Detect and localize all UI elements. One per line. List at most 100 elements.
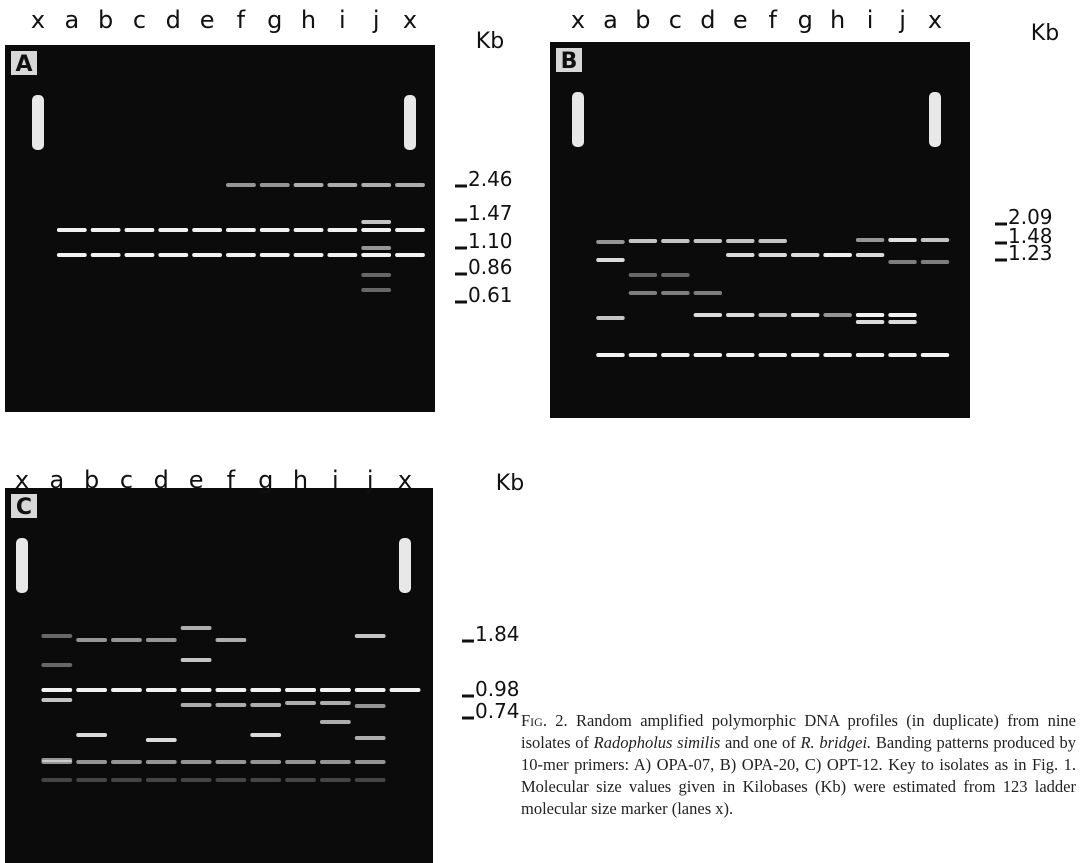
dna-band bbox=[285, 778, 316, 782]
lane-label: h bbox=[293, 466, 308, 494]
lane-label: e bbox=[200, 6, 215, 34]
dna-band bbox=[145, 778, 177, 782]
dna-band bbox=[596, 258, 625, 262]
dna-band bbox=[41, 688, 73, 692]
unit-label: Kb bbox=[476, 29, 504, 54]
dna-band bbox=[354, 778, 386, 782]
panel-letter-box bbox=[556, 48, 582, 72]
dna-band bbox=[693, 291, 723, 295]
panel-letter: B bbox=[561, 49, 578, 74]
lane-label: i bbox=[867, 6, 874, 34]
dna-band bbox=[319, 720, 351, 724]
dna-band bbox=[596, 240, 625, 244]
dna-band bbox=[823, 313, 852, 317]
dna-band bbox=[124, 228, 155, 232]
dna-band bbox=[327, 183, 358, 187]
dna-band bbox=[250, 760, 282, 764]
dna-band bbox=[145, 738, 177, 742]
dna-band bbox=[124, 253, 155, 257]
dna-band bbox=[180, 688, 212, 692]
dna-band bbox=[596, 316, 625, 320]
size-label: 0.61 bbox=[468, 283, 513, 307]
dna-band bbox=[259, 183, 290, 187]
dna-band bbox=[145, 638, 177, 642]
dna-band bbox=[215, 778, 247, 782]
dna-band bbox=[319, 701, 351, 705]
caption: Fig. 2. Random amplified polymorphic DNA… bbox=[521, 710, 1076, 820]
dna-band bbox=[628, 291, 658, 295]
size-label: 2.09 bbox=[1008, 205, 1053, 229]
dna-band bbox=[361, 183, 392, 187]
ladder-band bbox=[399, 538, 411, 593]
dna-band bbox=[726, 353, 755, 357]
dna-band bbox=[76, 733, 108, 737]
size-label: 0.98 bbox=[475, 677, 520, 701]
lane-label: b bbox=[635, 6, 650, 34]
lane-label: c bbox=[669, 6, 682, 34]
lane-label: d bbox=[154, 466, 169, 494]
dna-band bbox=[180, 703, 212, 707]
dna-band bbox=[180, 760, 212, 764]
dna-band bbox=[293, 253, 324, 257]
ladder-band bbox=[404, 95, 416, 150]
dna-band bbox=[693, 239, 723, 243]
species: R. bridgei. bbox=[800, 733, 872, 752]
dna-band bbox=[327, 228, 358, 232]
ladder-band bbox=[16, 538, 28, 593]
panel-letter: A bbox=[15, 52, 32, 77]
dna-band bbox=[145, 760, 177, 764]
lane-label: j bbox=[898, 6, 906, 34]
dna-band bbox=[41, 698, 73, 702]
lane-label: f bbox=[237, 6, 246, 34]
dna-band bbox=[758, 239, 787, 243]
dna-band bbox=[361, 273, 392, 277]
lane-label: e bbox=[189, 466, 204, 494]
dna-band bbox=[726, 313, 755, 317]
dna-band bbox=[158, 228, 189, 232]
lane-label: x bbox=[928, 6, 942, 34]
lane-label: b bbox=[84, 466, 99, 494]
dna-band bbox=[628, 273, 658, 277]
dna-band bbox=[628, 353, 658, 357]
dna-band bbox=[661, 273, 690, 277]
dna-band bbox=[250, 778, 282, 782]
dna-band bbox=[823, 353, 852, 357]
dna-band bbox=[596, 353, 625, 357]
dna-band bbox=[215, 760, 247, 764]
dna-band bbox=[111, 638, 142, 642]
dna-band bbox=[823, 253, 852, 257]
dna-band bbox=[111, 778, 142, 782]
dna-band bbox=[76, 778, 108, 782]
dna-band bbox=[293, 183, 324, 187]
size-label: 1.48 bbox=[1008, 224, 1053, 248]
dna-band bbox=[158, 253, 189, 257]
dna-band bbox=[855, 320, 885, 324]
dna-band bbox=[111, 688, 142, 692]
dna-band bbox=[758, 253, 787, 257]
dna-band bbox=[395, 228, 425, 232]
dna-band bbox=[661, 353, 690, 357]
lane-label: g bbox=[267, 6, 282, 34]
dna-band bbox=[855, 313, 885, 317]
lane-label: a bbox=[49, 466, 64, 494]
size-label: 1.23 bbox=[1008, 241, 1053, 265]
dna-band bbox=[111, 760, 142, 764]
dna-band bbox=[888, 313, 917, 317]
dna-band bbox=[250, 733, 282, 737]
dna-band bbox=[920, 260, 950, 264]
dna-band bbox=[145, 688, 177, 692]
lane-label: c bbox=[120, 466, 133, 494]
lane-label: h bbox=[301, 6, 316, 34]
dna-band bbox=[215, 638, 247, 642]
dna-band bbox=[76, 688, 108, 692]
unit-label: Kb bbox=[1031, 21, 1059, 46]
dna-band bbox=[215, 703, 247, 707]
dna-band bbox=[855, 253, 885, 257]
dna-band bbox=[361, 228, 392, 232]
gel-image bbox=[5, 488, 433, 863]
dna-band bbox=[250, 688, 282, 692]
dna-band bbox=[661, 291, 690, 295]
dna-band bbox=[888, 260, 917, 264]
ladder-band bbox=[572, 92, 584, 147]
